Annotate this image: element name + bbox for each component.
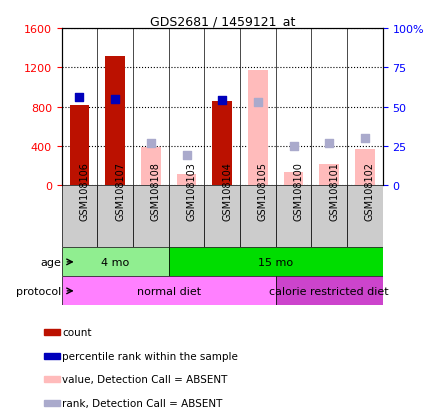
Point (147, 140, 154, 147)
Bar (284, 172, 304, 186)
Bar (105, 57, 125, 186)
Text: GSM108106: GSM108106 (80, 161, 89, 220)
Text: GSM108107: GSM108107 (115, 161, 125, 220)
Bar (70, 105, 89, 186)
Bar (204, 186, 240, 248)
Point (76, 95, 83, 101)
Text: 15 mo: 15 mo (258, 257, 293, 267)
Text: GSM108105: GSM108105 (258, 161, 268, 220)
Point (361, 135, 368, 142)
Bar (240, 186, 276, 248)
Bar (248, 71, 268, 186)
Bar (97, 186, 133, 248)
Bar (62, 277, 276, 306)
Bar (44, 330, 60, 335)
Bar (44, 376, 60, 382)
Text: GSM108108: GSM108108 (151, 161, 161, 220)
Text: protocol: protocol (16, 286, 62, 296)
Text: 4 mo: 4 mo (101, 257, 129, 267)
Text: GSM108104: GSM108104 (222, 161, 232, 220)
Text: normal diet: normal diet (136, 286, 201, 296)
Bar (133, 186, 169, 248)
Bar (169, 186, 204, 248)
Bar (177, 175, 196, 186)
Text: count: count (62, 328, 92, 337)
Point (290, 143, 297, 150)
Point (326, 140, 333, 147)
Point (254, 100, 261, 106)
Text: GSM108102: GSM108102 (365, 161, 375, 220)
Text: age: age (41, 257, 62, 267)
Bar (62, 248, 169, 277)
Bar (347, 186, 383, 248)
Text: calorie restricted diet: calorie restricted diet (269, 286, 389, 296)
Bar (44, 400, 60, 406)
Bar (169, 248, 383, 277)
Bar (44, 353, 60, 359)
Bar (141, 147, 161, 186)
Bar (276, 277, 383, 306)
Bar (276, 186, 312, 248)
Text: rank, Detection Call = ABSENT: rank, Detection Call = ABSENT (62, 398, 223, 408)
Bar (312, 186, 347, 248)
Text: value, Detection Call = ABSENT: value, Detection Call = ABSENT (62, 374, 228, 384)
Bar (355, 150, 375, 186)
Text: percentile rank within the sample: percentile rank within the sample (62, 351, 238, 361)
Text: GSM108100: GSM108100 (293, 161, 304, 220)
Point (219, 98, 226, 104)
Bar (319, 164, 339, 186)
Bar (213, 102, 232, 186)
Text: GSM108101: GSM108101 (329, 161, 339, 220)
Text: GSM108103: GSM108103 (187, 161, 197, 220)
Title: GDS2681 / 1459121_at: GDS2681 / 1459121_at (150, 15, 295, 28)
Bar (62, 186, 97, 248)
Point (112, 96, 119, 103)
Point (183, 153, 190, 159)
